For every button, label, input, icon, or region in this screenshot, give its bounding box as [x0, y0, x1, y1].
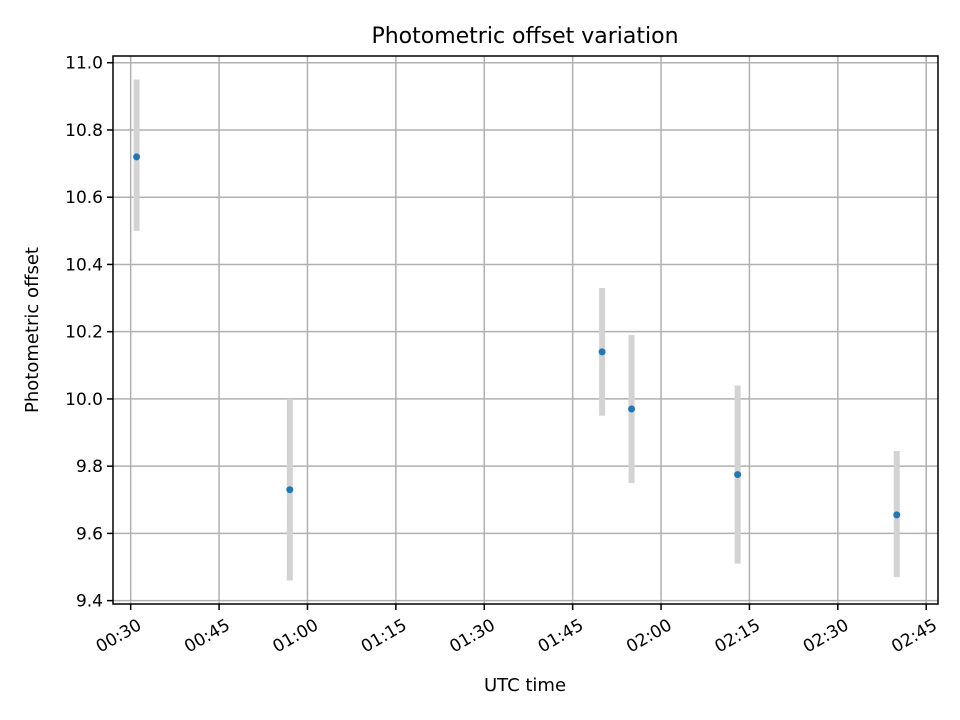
- x-tick-label: 02:15: [711, 615, 763, 657]
- x-tick-label: 02:00: [623, 615, 675, 657]
- y-tick-label: 10.4: [65, 255, 103, 275]
- y-tick-label: 10.2: [65, 323, 103, 343]
- data-point: [598, 348, 606, 356]
- x-tick-label: 02:30: [800, 615, 852, 657]
- y-tick-layer: 9.4 9.6 9.8 10.0 10.2 10.4 10.6 10.8 11.0: [65, 54, 113, 612]
- chart-title: Photometric offset variation: [371, 24, 678, 49]
- errorbar-layer: [133, 79, 900, 581]
- x-tick-label: 00:30: [93, 615, 145, 657]
- x-tick-label: 01:00: [270, 615, 322, 657]
- data-point: [286, 486, 294, 494]
- data-point: [734, 471, 742, 479]
- x-tick-label: 01:30: [446, 615, 498, 657]
- y-tick-label: 9.4: [76, 592, 103, 612]
- x-tick-label: 01:45: [535, 615, 587, 657]
- data-point: [628, 405, 636, 413]
- data-point: [893, 511, 901, 519]
- x-tick-label: 02:45: [888, 615, 940, 657]
- y-tick-label: 10.8: [65, 121, 103, 141]
- x-axis-label: UTC time: [484, 675, 566, 696]
- y-tick-label: 9.8: [76, 457, 103, 477]
- data-point: [133, 153, 141, 161]
- grid-layer: [113, 56, 938, 604]
- y-axis-label: Photometric offset: [22, 247, 43, 413]
- plot-frame: [112, 55, 939, 605]
- y-tick-label: 11.0: [65, 54, 103, 74]
- x-tick-layer: 00:30 00:45 01:00 01:15 01:30 01:45 02:00 02:15…: [93, 604, 941, 657]
- y-tick-label: 10.6: [65, 188, 103, 208]
- y-tick-label: 10.0: [65, 390, 103, 410]
- x-tick-label: 00:45: [181, 615, 233, 657]
- x-tick-label: 01:15: [358, 615, 410, 657]
- y-tick-label: 9.6: [76, 524, 103, 544]
- point-layer: [133, 153, 901, 519]
